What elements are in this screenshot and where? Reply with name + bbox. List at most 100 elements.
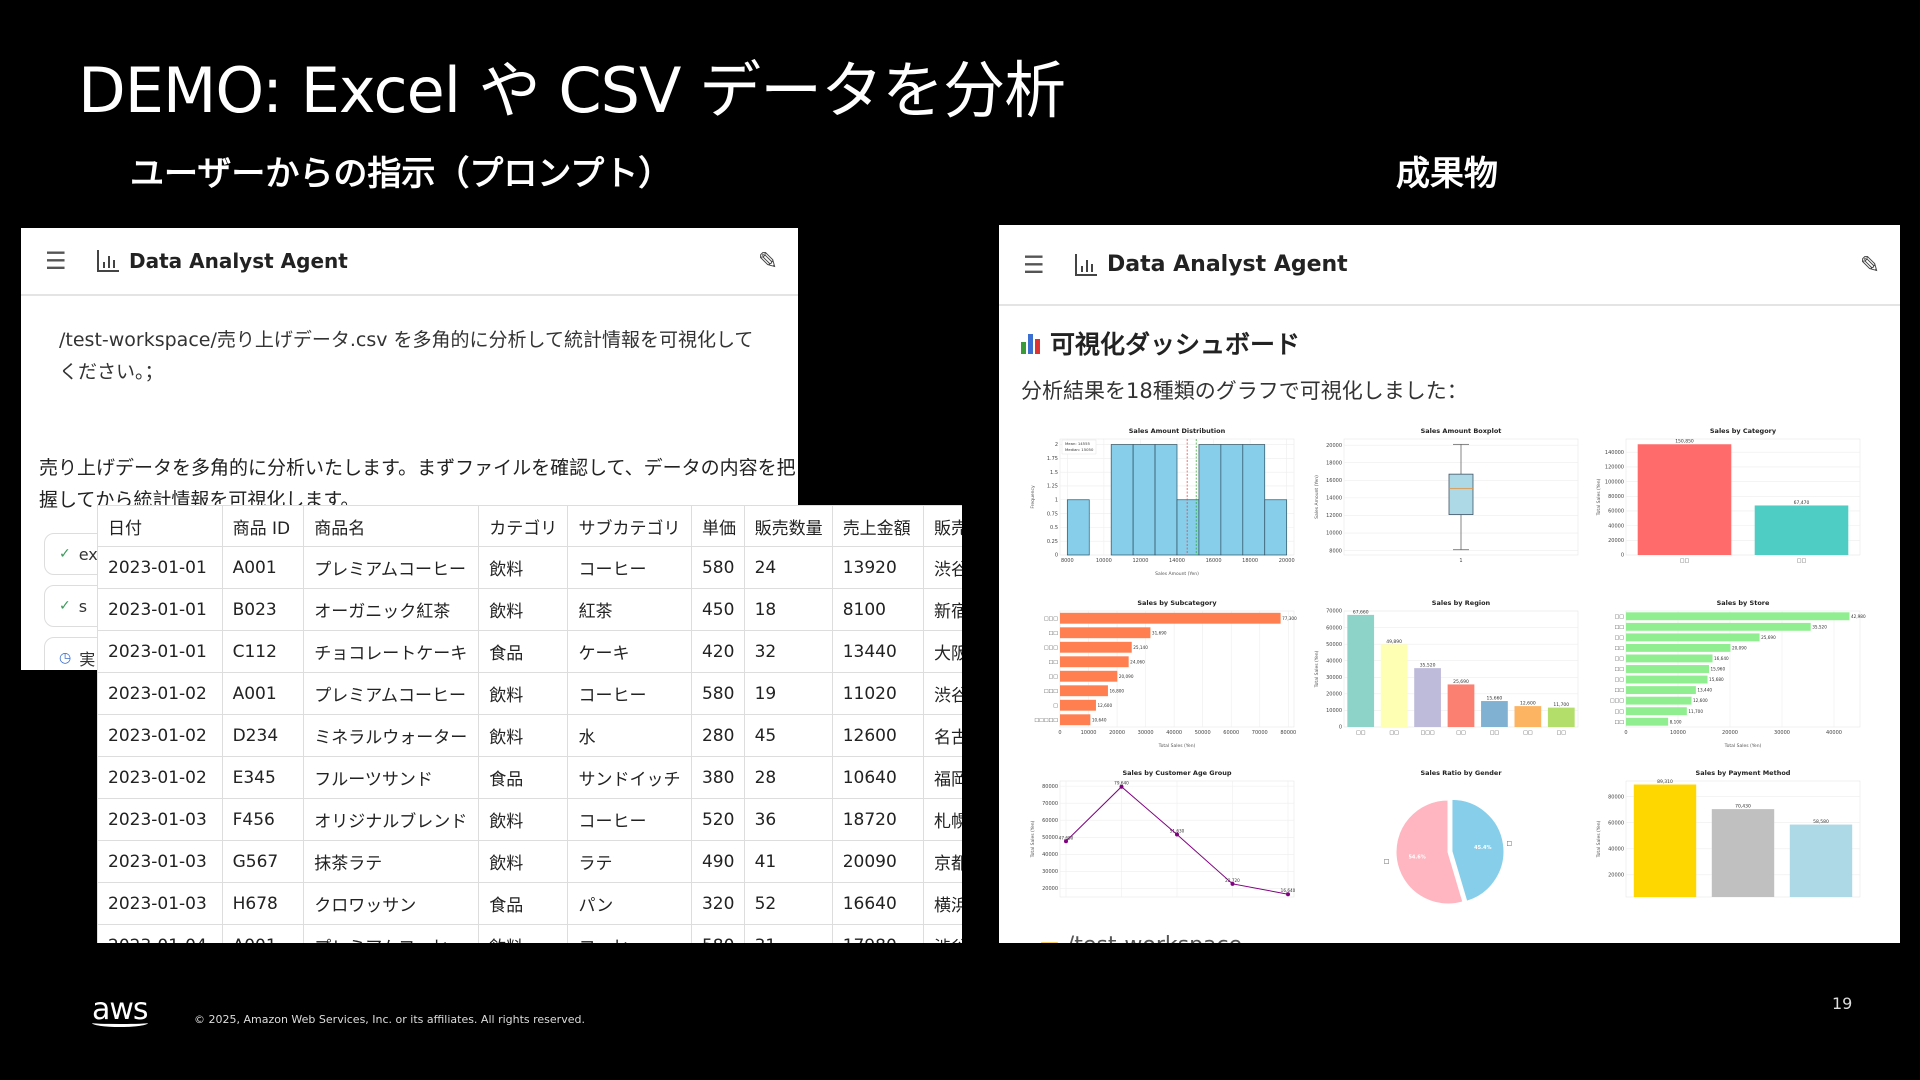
- bar: [1380, 644, 1408, 727]
- column-header[interactable]: 商品名: [303, 505, 480, 547]
- column-header[interactable]: 商品 ID: [221, 505, 305, 547]
- table-cell: ミネラルウォーター: [303, 714, 480, 757]
- y-tick-label: 10000: [1326, 708, 1342, 714]
- column-header[interactable]: 売上金額: [831, 505, 924, 547]
- bar-value-label: 42,980: [1851, 614, 1866, 619]
- table-cell: コーヒー: [567, 546, 692, 589]
- y-tick-label: 20000: [1042, 886, 1058, 892]
- y-tick-label: 60000: [1608, 820, 1624, 826]
- dashboard-title: 可視化ダッシュボード: [1050, 330, 1301, 359]
- bar-value-label: 49,890: [1386, 639, 1402, 645]
- x-tick-label: 50000: [1195, 730, 1211, 736]
- histogram-bar: [1176, 499, 1200, 556]
- histogram-bar: [1198, 444, 1222, 556]
- bar: [1547, 707, 1575, 727]
- y-tick-label: 1: [1055, 497, 1058, 503]
- table-cell: B023: [221, 588, 305, 631]
- column-header[interactable]: サブカテゴリ: [567, 505, 692, 547]
- legend-box: [1061, 439, 1097, 455]
- table-cell: 食品: [478, 882, 569, 925]
- bar-value-label: 35,520: [1812, 624, 1827, 629]
- folder-link[interactable]: ▬ /test-workspace: [1039, 933, 1242, 943]
- edit-icon[interactable]: ✎: [757, 247, 778, 275]
- bar-value-label: 15,680: [1709, 677, 1724, 682]
- bar-chart-icon: [1075, 253, 1097, 276]
- table-cell: 2023-01-01: [97, 546, 223, 589]
- y-tick-label: 60000: [1608, 509, 1624, 515]
- histogram-bar: [1132, 444, 1156, 556]
- chart-title: Sales Amount Distribution: [1129, 427, 1226, 435]
- x-tick-label: 20000: [1722, 730, 1738, 736]
- copyright: © 2025, Amazon Web Services, Inc. or its…: [194, 1013, 585, 1026]
- bar-value-label: 20,090: [1119, 674, 1134, 679]
- table-cell: 2023-01-01: [97, 630, 223, 673]
- y-tick-label: 70000: [1042, 801, 1058, 807]
- table-cell: 2023-01-03: [97, 882, 223, 925]
- bar-value-label: 31,690: [1152, 630, 1167, 635]
- table-cell: 飲料: [478, 588, 569, 631]
- histogram-bar: [1242, 444, 1266, 556]
- y-tick-label: 20000: [1326, 692, 1342, 698]
- table-cell: 飲料: [478, 798, 569, 841]
- y-tick-label: 30000: [1326, 675, 1342, 681]
- edit-icon[interactable]: ✎: [1859, 250, 1880, 279]
- bar: [1060, 656, 1129, 668]
- x-tick-label: 60000: [1223, 730, 1239, 736]
- bar: [1414, 668, 1441, 727]
- y-tick-label: 40000: [1608, 846, 1624, 852]
- column-header[interactable]: 販売店舗: [922, 505, 962, 547]
- bar: [1514, 706, 1542, 727]
- y-tick-label: 30000: [1042, 869, 1058, 875]
- table-cell: 10640: [831, 756, 924, 799]
- x-tick-label: □□: [1797, 558, 1807, 564]
- table-cell: オリジナルブレンド: [303, 798, 480, 841]
- bar-value-label: 24,060: [1130, 659, 1145, 664]
- bar-value-label: 89,310: [1657, 779, 1673, 785]
- table-cell: G567: [221, 840, 305, 883]
- y-tick-label: □□: [1615, 656, 1625, 662]
- table-cell: 52: [743, 882, 833, 925]
- bar-value-label: 15,660: [1487, 696, 1503, 702]
- column-header[interactable]: カテゴリ: [478, 505, 569, 547]
- y-tick-label: 12000: [1326, 513, 1342, 519]
- data-point: [1064, 839, 1068, 844]
- histogram-bar: [1154, 444, 1178, 556]
- y-tick-label: 100000: [1605, 479, 1624, 485]
- y-tick-label: 20000: [1608, 538, 1624, 544]
- y-tick-label: 10000: [1326, 531, 1342, 537]
- bar: [1626, 612, 1850, 621]
- hamburger-menu-icon[interactable]: ☰: [1023, 250, 1045, 279]
- column-header[interactable]: 販売数量: [743, 505, 833, 547]
- table-row: 2023-01-03H678クロワッサン食品パン3205216640横浜店関東: [97, 882, 962, 925]
- table-row: 2023-01-04A001プレミアムコーヒー飲料コーヒー5803117980渋…: [97, 924, 962, 943]
- table-cell: 490: [690, 840, 745, 883]
- y-tick-label: □□: [1615, 614, 1625, 620]
- table-cell: 食品: [478, 630, 569, 673]
- y-tick-label: 0: [1055, 553, 1058, 559]
- column-header[interactable]: 日付: [97, 505, 223, 547]
- column-header[interactable]: 単価: [690, 505, 745, 547]
- app-header: ☰ Data Analyst Agent ✎: [21, 228, 798, 296]
- bar: [1711, 809, 1775, 897]
- bar-value-label: 12,600: [1693, 698, 1708, 703]
- bar-value-label: 67,660: [1353, 609, 1369, 615]
- table-cell: F456: [221, 798, 305, 841]
- table-cell: 2023-01-04: [97, 924, 223, 943]
- box-iqr: [1448, 473, 1474, 515]
- hamburger-menu-icon[interactable]: ☰: [45, 247, 67, 275]
- y-tick-label: □□: [1615, 667, 1625, 673]
- table-cell: コーヒー: [567, 672, 692, 715]
- table-cell: 20090: [831, 840, 924, 883]
- table-row: 2023-01-03 F456 オリジナルブレンド 飲料 コーヒー 520 36 18720 札…: [97, 798, 962, 841]
- bar-value-label: 8,100: [1670, 719, 1682, 724]
- y-tick-label: 50000: [1042, 835, 1058, 841]
- table-cell: 新宿店: [922, 588, 962, 631]
- y-tick-label: □□□: [1044, 688, 1058, 694]
- table-cell: 45: [743, 714, 833, 757]
- table-cell: 飲料: [478, 714, 569, 757]
- x-tick-label: 18000: [1242, 558, 1258, 564]
- x-tick-label: 0: [1624, 730, 1627, 736]
- y-tick-label: 8000: [1329, 548, 1342, 554]
- y-tick-label: □□: [1049, 630, 1059, 636]
